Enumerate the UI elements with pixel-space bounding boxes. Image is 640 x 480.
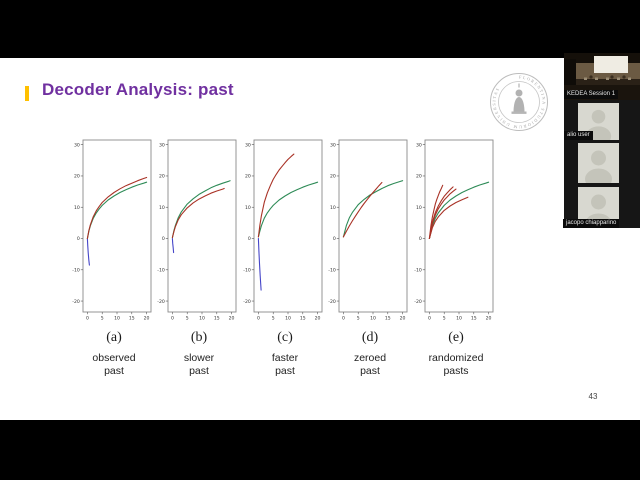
chart-caption: observed past <box>92 352 136 377</box>
svg-text:30: 30 <box>159 142 165 148</box>
svg-text:10: 10 <box>199 315 205 321</box>
svg-text:20: 20 <box>486 315 492 321</box>
svg-text:10: 10 <box>114 315 120 321</box>
figure-panel: 30 20 10 0 -10 -20 0 5 10 15 20 (a) observed past … <box>0 136 640 386</box>
avatar-icon <box>578 143 619 183</box>
svg-text:-10: -10 <box>72 267 80 273</box>
slide-title: Decoder Analysis: past <box>42 80 234 99</box>
svg-text:0: 0 <box>162 236 165 242</box>
svg-text:10: 10 <box>416 205 422 211</box>
svg-text:5: 5 <box>443 315 446 321</box>
svg-text:15: 15 <box>471 315 477 321</box>
svg-text:-20: -20 <box>414 299 422 305</box>
chart-slower-past: 30 20 10 0 -10 -20 0 5 10 15 20 (b) slower past <box>155 136 243 378</box>
svg-text:15: 15 <box>385 315 391 321</box>
svg-text:15: 15 <box>300 315 306 321</box>
svg-text:-10: -10 <box>414 267 422 273</box>
svg-text:5: 5 <box>186 315 189 321</box>
svg-text:-10: -10 <box>243 267 251 273</box>
svg-text:30: 30 <box>245 142 251 148</box>
chart-caption: faster past <box>271 352 299 377</box>
svg-text:0: 0 <box>77 236 80 242</box>
svg-text:30: 30 <box>416 142 422 148</box>
participant-name-1: alio user <box>564 131 593 140</box>
svg-text:20: 20 <box>229 315 235 321</box>
svg-text:-20: -20 <box>72 299 80 305</box>
chart-plot-d: 30 20 10 0 -10 -20 0 5 10 15 20 <box>328 139 408 321</box>
svg-text:10: 10 <box>456 315 462 321</box>
svg-text:-10: -10 <box>157 267 165 273</box>
svg-text:15: 15 <box>214 315 220 321</box>
chart-plot-a: 30 20 10 0 -10 -20 0 5 10 15 20 <box>72 139 152 321</box>
svg-text:0: 0 <box>86 315 89 321</box>
main-video-label: KEDEA Session 1 <box>564 90 619 99</box>
svg-text:10: 10 <box>285 315 291 321</box>
svg-text:5: 5 <box>272 315 275 321</box>
university-seal-logo: FLORENTINA STUDIORUM UNIVERSITAS <box>490 73 548 131</box>
svg-text:20: 20 <box>400 315 406 321</box>
svg-text:10: 10 <box>330 205 336 211</box>
svg-text:0: 0 <box>333 236 336 242</box>
chart-letter: (c) <box>277 330 293 345</box>
chart-plot-b: 30 20 10 0 -10 -20 0 5 10 15 20 <box>157 139 237 321</box>
chart-letter: (e) <box>448 330 464 345</box>
svg-text:-20: -20 <box>157 299 165 305</box>
participant-name-3: jacopo chiapparino <box>563 219 620 228</box>
svg-text:30: 30 <box>74 142 80 148</box>
svg-text:20: 20 <box>144 315 150 321</box>
svg-text:-20: -20 <box>328 299 336 305</box>
svg-text:10: 10 <box>159 205 165 211</box>
svg-text:20: 20 <box>330 174 336 180</box>
svg-text:0: 0 <box>419 236 422 242</box>
svg-text:5: 5 <box>101 315 104 321</box>
chart-letter: (a) <box>106 330 122 345</box>
svg-text:20: 20 <box>74 174 80 180</box>
chart-plot-e: 30 20 10 0 -10 -20 0 5 10 15 20 <box>414 139 494 321</box>
svg-text:30: 30 <box>330 142 336 148</box>
chart-plot-c: 30 20 10 0 -10 -20 0 5 10 15 20 <box>243 139 323 321</box>
chart-randomized-pasts: 30 20 10 0 -10 -20 0 5 10 15 20 (e) randomized pas… <box>412 136 500 378</box>
svg-text:10: 10 <box>370 315 376 321</box>
svg-text:0: 0 <box>342 315 345 321</box>
svg-text:-20: -20 <box>243 299 251 305</box>
svg-text:0: 0 <box>248 236 251 242</box>
chart-zeroed-past: 30 20 10 0 -10 -20 0 5 10 15 20 (d) zeroed past <box>326 136 414 378</box>
svg-text:20: 20 <box>159 174 165 180</box>
title-accent-bar <box>25 86 29 101</box>
chart-observed-past: 30 20 10 0 -10 -20 0 5 10 15 20 (a) observed past <box>70 136 158 378</box>
svg-text:15: 15 <box>129 315 135 321</box>
chart-letter: (d) <box>361 330 379 345</box>
svg-text:0: 0 <box>257 315 260 321</box>
chart-faster-past: 30 20 10 0 -10 -20 0 5 10 15 20 (c) faster past <box>241 136 329 378</box>
page-number: 43 <box>588 392 598 401</box>
chart-caption: slower past <box>183 352 215 377</box>
svg-text:20: 20 <box>315 315 321 321</box>
chart-caption: zeroed past <box>353 352 387 377</box>
svg-text:-10: -10 <box>328 267 336 273</box>
chart-letter: (b) <box>190 330 208 345</box>
chart-caption: randomized pasts <box>428 352 484 377</box>
svg-text:5: 5 <box>357 315 360 321</box>
svg-text:20: 20 <box>245 174 251 180</box>
svg-text:0: 0 <box>171 315 174 321</box>
svg-text:0: 0 <box>428 315 431 321</box>
svg-text:20: 20 <box>416 174 422 180</box>
participant-tile-2[interactable] <box>578 143 619 183</box>
svg-text:10: 10 <box>245 205 251 211</box>
svg-text:10: 10 <box>74 205 80 211</box>
